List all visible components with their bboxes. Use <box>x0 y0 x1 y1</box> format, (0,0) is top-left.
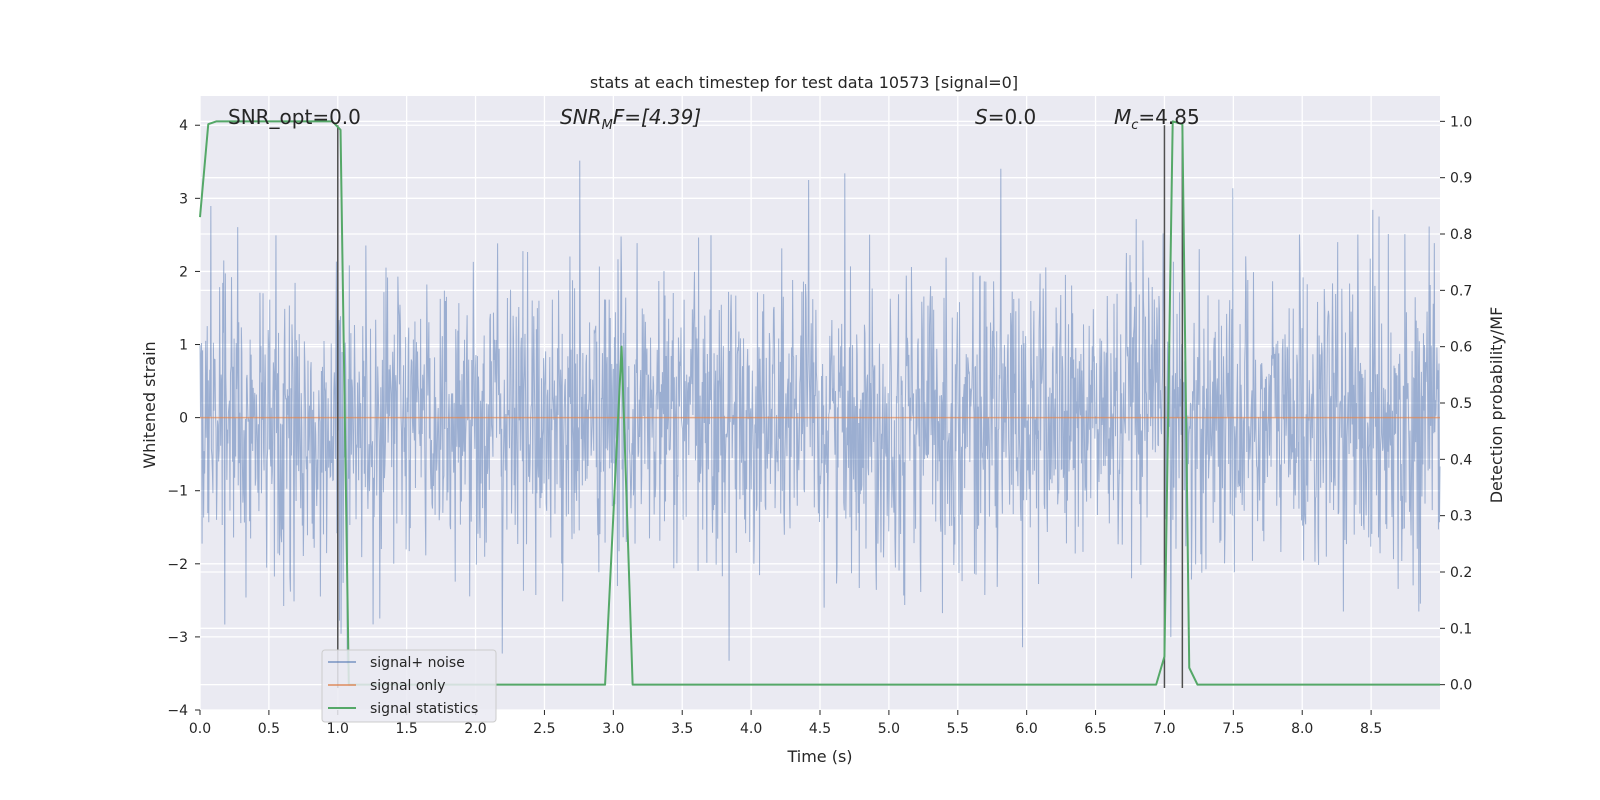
y-right-tick-label: 0.2 <box>1450 565 1472 581</box>
annotation-mc-suffix: =4.85 <box>1138 105 1199 129</box>
x-tick-label: 7.5 <box>1222 721 1244 737</box>
y-left-tick-label: 1 <box>179 338 188 354</box>
x-tick-label: 0.0 <box>189 721 211 737</box>
annotation-snr-mf-suffix: F=[4.39] <box>613 105 701 129</box>
y-right-tick-label: 0.9 <box>1450 171 1472 187</box>
y-left-tick-label: 2 <box>179 264 188 280</box>
annotation-snr-mf: SNRMF=[4.39] <box>560 105 701 133</box>
y-right-tick-label: 0.7 <box>1450 283 1472 299</box>
y-left-tick-label: −1 <box>167 484 188 500</box>
annotation-mc-sub: c <box>1131 118 1138 133</box>
x-tick-label: 2.5 <box>533 721 555 737</box>
annotation-mc-prefix: M <box>1114 105 1131 129</box>
signal-statistics-line <box>199 120 1440 686</box>
series-signal-noise <box>199 160 1441 665</box>
y-right-tick-label: 0.4 <box>1450 452 1472 468</box>
y-left-tick-label: 4 <box>179 118 188 134</box>
x-axis-ticks: 0.0 0.5 1.0 1.5 2.0 2.5 3.0 3.5 4.0 4.5 5.0 5.5 6.0 6… <box>189 710 1382 737</box>
x-axis-label: Time (s) <box>786 747 852 766</box>
x-tick-label: 3.0 <box>602 721 624 737</box>
y-right-tick-label: 0.0 <box>1450 678 1472 694</box>
noise-line <box>199 160 1441 665</box>
annotation-s-suffix: =0.0 <box>988 105 1037 129</box>
y-right-tick-label: 0.3 <box>1450 509 1472 525</box>
x-tick-label: 0.5 <box>258 721 280 737</box>
x-tick-label: 6.5 <box>1084 721 1106 737</box>
y-axis-left-ticks: 4 3 2 1 0 −1 −2 −3 −4 <box>167 118 200 719</box>
x-tick-label: 4.5 <box>809 721 831 737</box>
y-left-tick-label: −4 <box>167 703 188 719</box>
x-tick-label: 1.5 <box>396 721 418 737</box>
x-tick-label: 4.0 <box>740 721 762 737</box>
annotation-snr-mf-sub: M <box>602 118 613 133</box>
annotation-snr-mf-prefix: SNR <box>560 105 602 129</box>
x-tick-label: 7.0 <box>1153 721 1175 737</box>
annotation-s: S=0.0 <box>975 105 1036 129</box>
legend: signal+ noise signal only signal statist… <box>321 649 497 723</box>
y-right-tick-label: 0.6 <box>1450 340 1472 356</box>
y-right-tick-label: 1.0 <box>1450 114 1472 130</box>
y-left-tick-label: −2 <box>167 557 188 573</box>
x-tick-label: 8.5 <box>1360 721 1382 737</box>
series-signal-statistics <box>199 120 1440 686</box>
x-tick-label: 2.0 <box>464 721 486 737</box>
y-left-tick-label: 3 <box>179 191 188 207</box>
y-right-tick-label: 0.8 <box>1450 227 1472 243</box>
x-tick-label: 6.0 <box>1016 721 1038 737</box>
y-right-tick-label: 0.1 <box>1450 621 1472 637</box>
annotation-s-prefix: S <box>975 105 988 129</box>
y-left-tick-label: −3 <box>167 630 188 646</box>
x-tick-label: 5.0 <box>878 721 900 737</box>
x-tick-label: 8.0 <box>1291 721 1313 737</box>
y-left-tick-label: 0 <box>179 411 188 427</box>
y-axis-right-label: Detection probability/MF <box>1487 307 1506 504</box>
legend-label-signal-only: signal only <box>370 678 445 694</box>
legend-label-signal-noise: signal+ noise <box>370 655 465 671</box>
y-axis-left-label: Whitened strain <box>140 341 159 468</box>
legend-box <box>321 649 497 723</box>
annotation-mc: Mc=4.85 <box>1114 105 1200 133</box>
y-right-tick-label: 0.5 <box>1450 396 1472 412</box>
annotation-snr-opt: SNR_opt=0.0 <box>228 105 361 129</box>
legend-label-signal-statistics: signal statistics <box>370 701 478 717</box>
x-tick-label: 3.5 <box>671 721 693 737</box>
x-tick-label: 1.0 <box>327 721 349 737</box>
y-axis-right-ticks: 1.0 0.9 0.8 0.7 0.6 0.5 0.4 0.3 0.2 0.1 0.0 <box>1440 114 1472 694</box>
x-tick-label: 5.5 <box>947 721 969 737</box>
chart-title: stats at each timestep for test data 105… <box>590 73 1018 92</box>
